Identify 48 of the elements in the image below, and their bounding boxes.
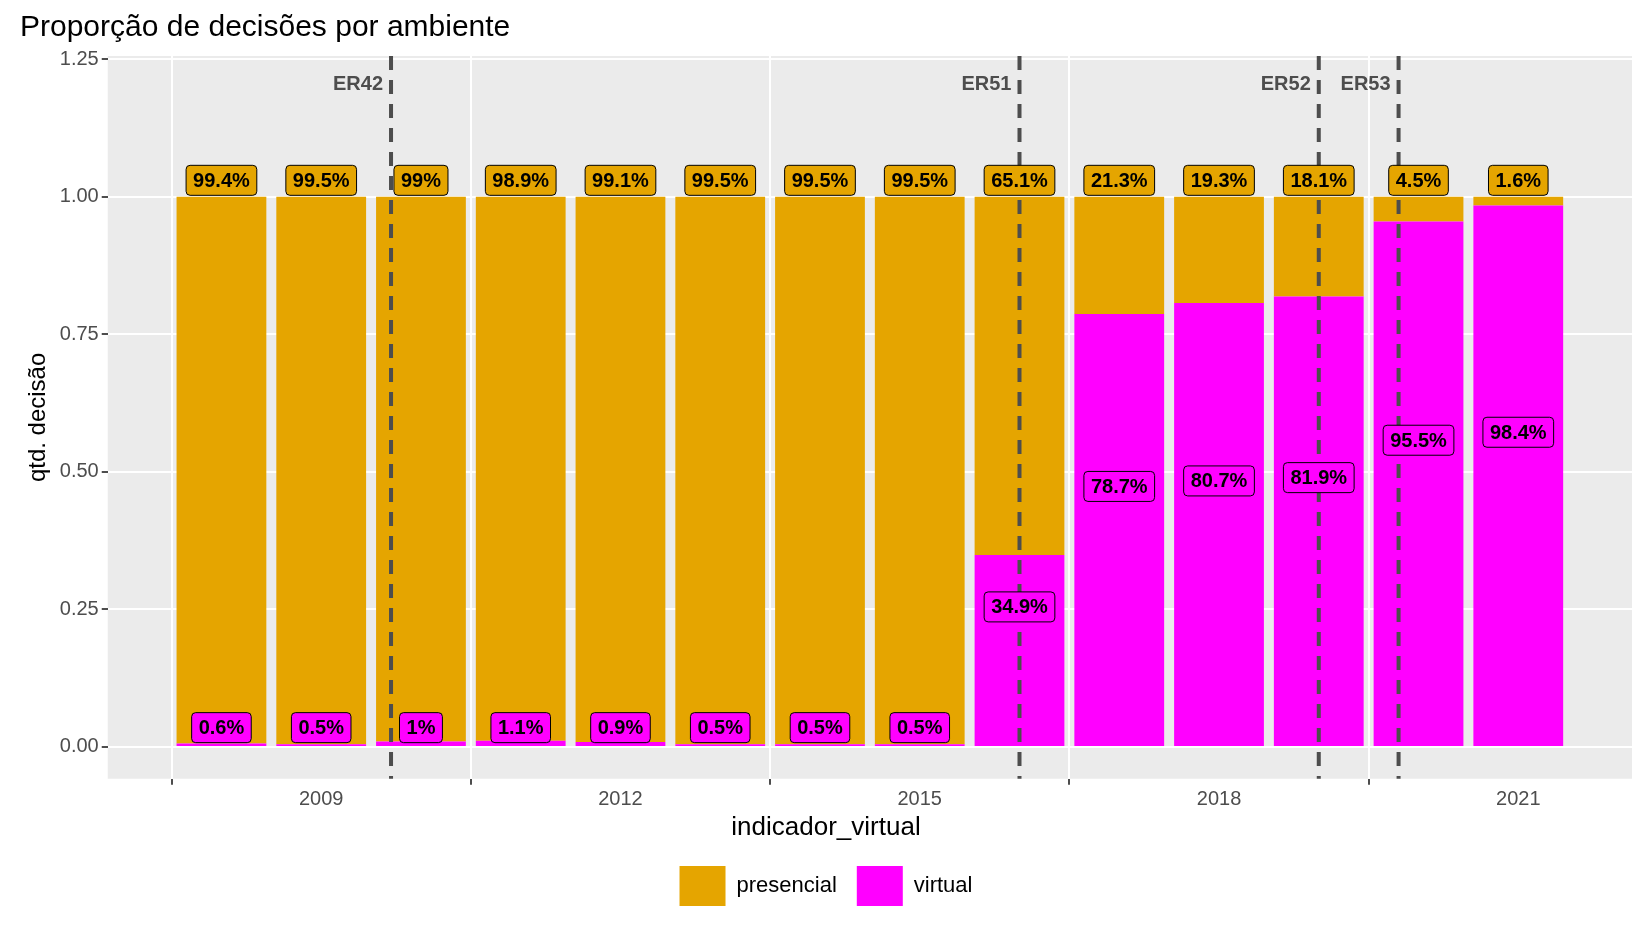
x-tick-label: 2021: [1496, 787, 1541, 810]
data-label: 81.9%: [1290, 466, 1348, 489]
data-label: 80.7%: [1190, 469, 1248, 492]
data-label: 78.7%: [1090, 474, 1148, 497]
data-label: 34.9%: [991, 595, 1049, 618]
data-label: 98.4%: [1489, 420, 1547, 443]
y-tick-label: 0.25: [59, 596, 99, 619]
data-label: 0.9%: [597, 716, 644, 739]
y-tick-label: 0.75: [59, 321, 99, 344]
data-label: 98.9%: [492, 168, 550, 191]
data-label: 19.3%: [1190, 168, 1248, 191]
legend-title: indicador_virtual: [731, 810, 921, 841]
ref-line-label: ER51: [961, 71, 1012, 94]
data-label: 99.5%: [791, 168, 849, 191]
y-tick-label: 0.00: [59, 734, 99, 757]
data-label: 99.5%: [691, 168, 749, 191]
y-tick-label: 1.25: [59, 46, 99, 69]
ref-line-label: ER53: [1340, 71, 1391, 94]
y-tick-label: 1.00: [59, 184, 99, 207]
x-tick-label: 2015: [897, 787, 942, 810]
data-label: 0.5%: [697, 716, 744, 739]
data-label: 4.5%: [1395, 168, 1442, 191]
x-tick-label: 2018: [1196, 787, 1242, 810]
y-axis-title: qtd. decisão: [23, 352, 51, 483]
data-label: 95.5%: [1390, 428, 1448, 451]
data-label: 99%: [400, 168, 442, 191]
x-tick-label: 2012: [598, 787, 643, 810]
data-label: 99.1%: [592, 168, 650, 191]
data-label: 99.5%: [891, 168, 949, 191]
data-label: 0.6%: [198, 716, 245, 739]
chart-title: Proporção de decisões por ambiente: [20, 9, 511, 43]
data-label: 0.5%: [298, 716, 345, 739]
y-tick-label: 0.50: [59, 459, 99, 482]
data-label: 99.4%: [193, 168, 251, 191]
data-label: 0.5%: [896, 716, 943, 739]
x-tick-label: 2009: [298, 787, 344, 810]
data-label: 18.1%: [1290, 168, 1348, 191]
data-label: 65.1%: [991, 168, 1049, 191]
ref-line-label: ER42: [333, 71, 384, 94]
data-label: 1%: [406, 716, 436, 739]
ref-line-label: ER52: [1260, 71, 1311, 94]
data-label: 1.1%: [497, 716, 544, 739]
data-label: 0.5%: [797, 716, 843, 739]
data-label: 1.6%: [1495, 168, 1542, 191]
data-label: 21.3%: [1090, 168, 1148, 191]
data-label: 99.5%: [292, 168, 350, 191]
legend-label: virtual: [913, 872, 973, 898]
legend-label: presencial: [736, 872, 837, 898]
